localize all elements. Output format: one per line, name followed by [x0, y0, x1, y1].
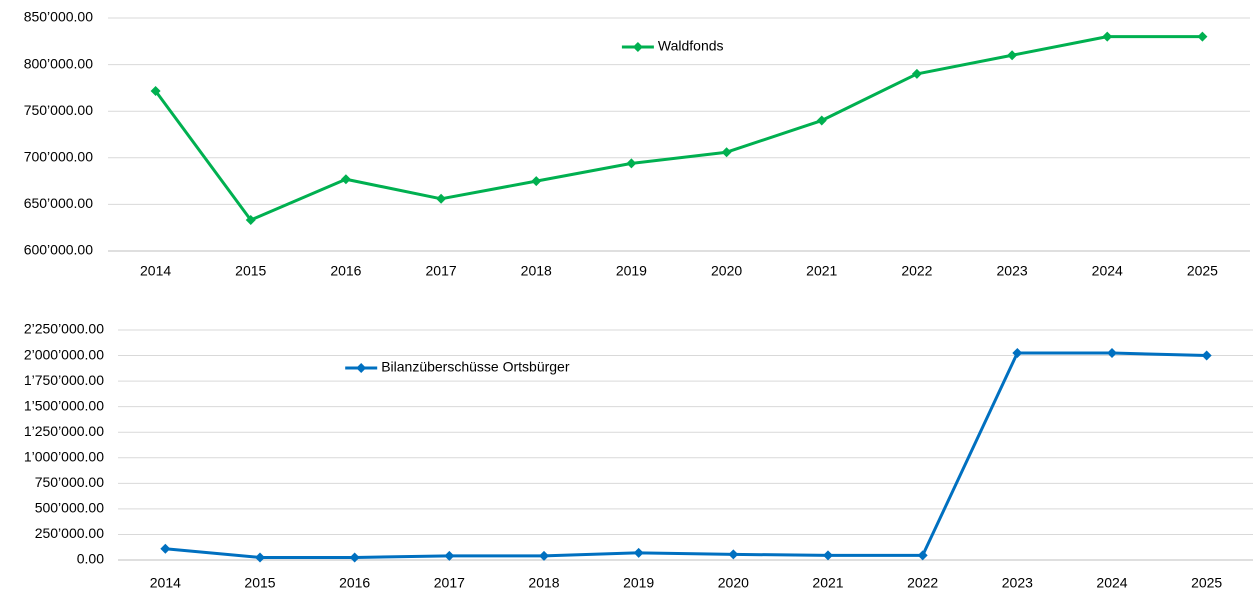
y-tick-label: 750’000.00 [24, 102, 94, 118]
legend-marker [356, 363, 367, 373]
x-tick-label: 2020 [718, 575, 749, 591]
marker [721, 147, 732, 158]
y-tick-label: 800’000.00 [24, 55, 94, 71]
y-tick-label: 250’000.00 [35, 525, 105, 541]
y-tick-label: 600’000.00 [24, 242, 94, 258]
legend-marker [632, 42, 643, 52]
marker [633, 547, 644, 558]
marker [255, 552, 265, 563]
marker [823, 550, 833, 561]
x-tick-label: 2024 [1096, 575, 1127, 591]
x-tick-label: 2023 [1002, 575, 1033, 591]
y-tick-label: 650’000.00 [24, 195, 94, 211]
y-tick-label: 850’000.00 [24, 9, 94, 25]
y-tick-label: 1’250’000.00 [24, 423, 104, 439]
x-tick-label: 2014 [140, 263, 171, 279]
marker [349, 552, 360, 563]
marker [1201, 350, 1212, 361]
series-line [154, 35, 1203, 222]
marker [816, 115, 827, 126]
x-tick-label: 2018 [528, 575, 559, 591]
x-tick-label: 2025 [1187, 263, 1218, 279]
marker [1107, 348, 1117, 358]
x-tick-label: 2024 [1092, 263, 1123, 279]
y-tick-label: 2’000’000.00 [24, 346, 104, 362]
marker [444, 550, 455, 561]
y-tick-label: 1’750’000.00 [24, 372, 104, 388]
y-tick-label: 0.00 [77, 551, 104, 567]
x-tick-label: 2017 [426, 263, 457, 279]
marker [531, 176, 542, 187]
marker [436, 193, 447, 204]
marker [150, 85, 161, 96]
marker [626, 158, 637, 169]
marker [1197, 31, 1208, 42]
series-line [165, 351, 1207, 559]
marker [917, 550, 928, 561]
y-tick-label: 750’000.00 [35, 474, 105, 490]
x-tick-label: 2022 [901, 263, 932, 279]
x-tick-label: 2014 [150, 575, 181, 591]
x-tick-label: 2022 [907, 575, 938, 591]
y-tick-label: 700’000.00 [24, 149, 94, 165]
x-tick-label: 2017 [434, 575, 465, 591]
x-tick-label: 2015 [244, 575, 275, 591]
marker [728, 549, 739, 560]
x-tick-label: 2021 [812, 575, 843, 591]
legend-label: Waldfonds [658, 38, 724, 54]
marker [1012, 348, 1023, 358]
y-tick-label: 1’500’000.00 [24, 397, 104, 413]
x-tick-label: 2019 [623, 575, 654, 591]
legend-label: Bilanzüberschüsse Ortsbürger [381, 359, 570, 375]
marker [539, 550, 549, 561]
marker [1102, 31, 1113, 42]
x-tick-label: 2016 [339, 575, 370, 591]
marker [911, 68, 922, 79]
y-tick-label: 1’000’000.00 [24, 448, 104, 464]
y-tick-label: 500’000.00 [35, 500, 105, 516]
x-tick-label: 2021 [806, 263, 837, 279]
x-tick-label: 2020 [711, 263, 742, 279]
marker [340, 174, 351, 185]
x-tick-label: 2018 [521, 263, 552, 279]
marker [1007, 50, 1018, 61]
x-tick-label: 2025 [1191, 575, 1222, 591]
x-tick-label: 2015 [235, 263, 266, 279]
marker [160, 543, 171, 554]
x-tick-label: 2016 [330, 263, 361, 279]
x-tick-label: 2023 [997, 263, 1028, 279]
x-tick-label: 2019 [616, 263, 647, 279]
marker [245, 214, 256, 225]
y-tick-label: 2’250’000.00 [24, 321, 104, 337]
